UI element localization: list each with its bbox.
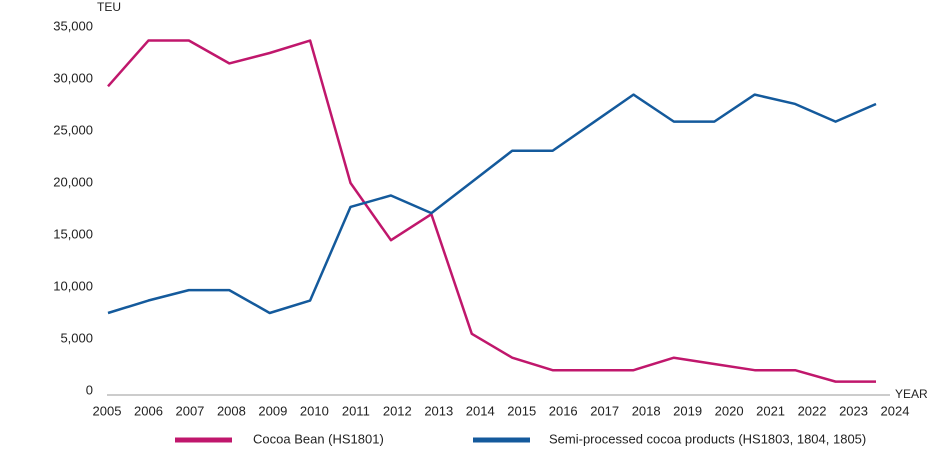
- x-tick-label: 2023: [839, 403, 868, 418]
- x-tick-label: 2018: [632, 403, 661, 418]
- y-tick-label: 15,000: [53, 226, 93, 241]
- legend-label: Semi-processed cocoa products (HS1803, 1…: [549, 431, 866, 446]
- x-tick-label: 2022: [798, 403, 827, 418]
- x-tick-label: 2007: [175, 403, 204, 418]
- x-axis-label: YEAR: [895, 387, 928, 401]
- y-tick-label: 5,000: [60, 330, 93, 345]
- y-tick-label: 35,000: [53, 18, 93, 33]
- x-tick-label: 2016: [549, 403, 578, 418]
- y-tick-label: 30,000: [53, 70, 93, 85]
- y-tick-label: 20,000: [53, 174, 93, 189]
- x-tick-label: 2006: [134, 403, 163, 418]
- x-tick-label: 2013: [424, 403, 453, 418]
- line-series: [107, 93, 877, 315]
- y-axis-label: TEU: [97, 0, 121, 14]
- x-tick-label: 2019: [673, 403, 702, 418]
- x-tick-label: 2008: [217, 403, 246, 418]
- x-tick-label: 2020: [715, 403, 744, 418]
- y-tick-label: 0: [86, 382, 93, 397]
- y-tick-label: 25,000: [53, 122, 93, 137]
- x-tick-label: 2024: [881, 403, 910, 418]
- x-tick-label: 2021: [756, 403, 785, 418]
- x-tick-label: 2005: [93, 403, 122, 418]
- x-tick-label: 2012: [383, 403, 412, 418]
- x-tick-label: 2010: [300, 403, 329, 418]
- x-tick-label: 2015: [507, 403, 536, 418]
- y-tick-label: 10,000: [53, 278, 93, 293]
- line-series: [107, 39, 876, 383]
- legend-label: Cocoa Bean (HS1801): [253, 431, 384, 446]
- x-tick-label: 2017: [590, 403, 619, 418]
- x-tick-label: 2014: [466, 403, 495, 418]
- x-tick-label: 2011: [342, 403, 370, 418]
- x-tick-label: 2009: [258, 403, 287, 418]
